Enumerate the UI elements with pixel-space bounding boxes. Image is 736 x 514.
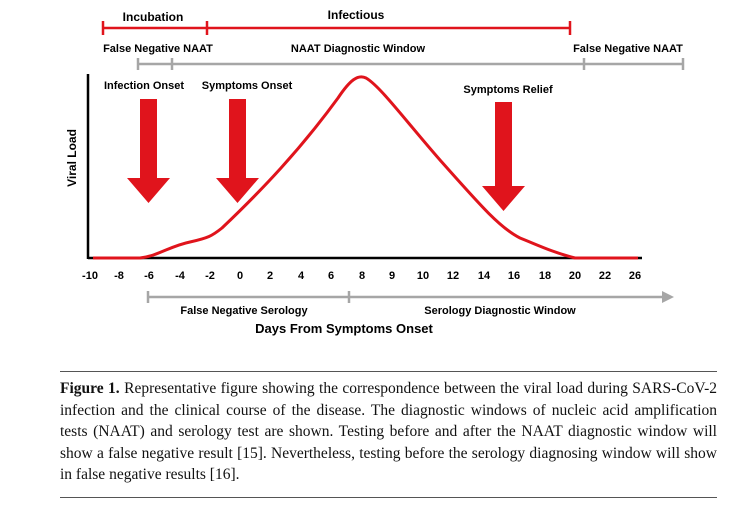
x-tick-label: 14	[478, 270, 491, 282]
x-tick-label: -4	[175, 270, 186, 282]
viral-load-curve	[93, 75, 638, 260]
x-tick-label: 0	[237, 270, 243, 282]
caption-bottom-rule	[60, 497, 717, 498]
x-tick-label: 2	[267, 270, 273, 282]
x-tick-label: 16	[508, 270, 520, 282]
x-tick-label: -2	[205, 270, 215, 282]
symptoms-onset-arrow	[216, 99, 259, 203]
symptoms-relief-arrow	[482, 102, 525, 211]
x-axis-label: Days From Symptoms Onset	[255, 321, 433, 336]
figure-caption: Figure 1. Representative figure showing …	[60, 378, 717, 486]
x-tick-label: 26	[629, 270, 641, 282]
false-negative-serology-label: False Negative Serology	[180, 305, 308, 317]
incubation-label: Incubation	[123, 10, 184, 24]
infectious-label: Infectious	[328, 8, 385, 22]
serology-diagnostic-window-label: Serology Diagnostic Window	[424, 305, 576, 317]
x-tick-label: 18	[539, 270, 551, 282]
naat-window-bar	[136, 58, 685, 70]
x-tick-label: 6	[328, 270, 334, 282]
x-tick-label: 20	[569, 270, 581, 282]
naat-diagnostic-window-label: NAAT Diagnostic Window	[291, 43, 426, 55]
x-tick-label: 10	[417, 270, 429, 282]
caption-text: Representative figure showing the corres…	[60, 380, 718, 483]
infectious-bar	[207, 21, 572, 35]
x-tick-label: 4	[298, 270, 305, 282]
false-negative-naat-right-label: False Negative NAAT	[573, 43, 683, 55]
symptoms-relief-label: Symptoms Relief	[463, 84, 553, 96]
y-axis-label: Viral Load	[65, 129, 79, 187]
x-tick-label: 12	[447, 270, 459, 282]
x-tick-label: 8	[359, 270, 365, 282]
x-tick-label: -6	[144, 270, 154, 282]
x-tick-label: 9	[389, 270, 395, 282]
x-tick-labels: -10 -8 -6 -4 -2 0 2 4 6 8 9 10 12 14 16 …	[82, 270, 641, 282]
symptoms-onset-label: Symptoms Onset	[202, 80, 293, 92]
caption-figure-number: Figure 1.	[60, 380, 120, 397]
false-negative-naat-left-label: False Negative NAAT	[103, 43, 213, 55]
infection-onset-label: Infection Onset	[104, 80, 184, 92]
x-tick-label: 22	[599, 270, 611, 282]
serology-window-bar	[146, 291, 674, 303]
viral-load-figure: Incubation Infectious False Negative NAA…	[65, 8, 685, 336]
x-tick-label: -10	[82, 270, 98, 282]
infection-onset-arrow	[127, 99, 170, 203]
caption-top-rule	[60, 371, 717, 372]
x-tick-label: -8	[114, 270, 124, 282]
